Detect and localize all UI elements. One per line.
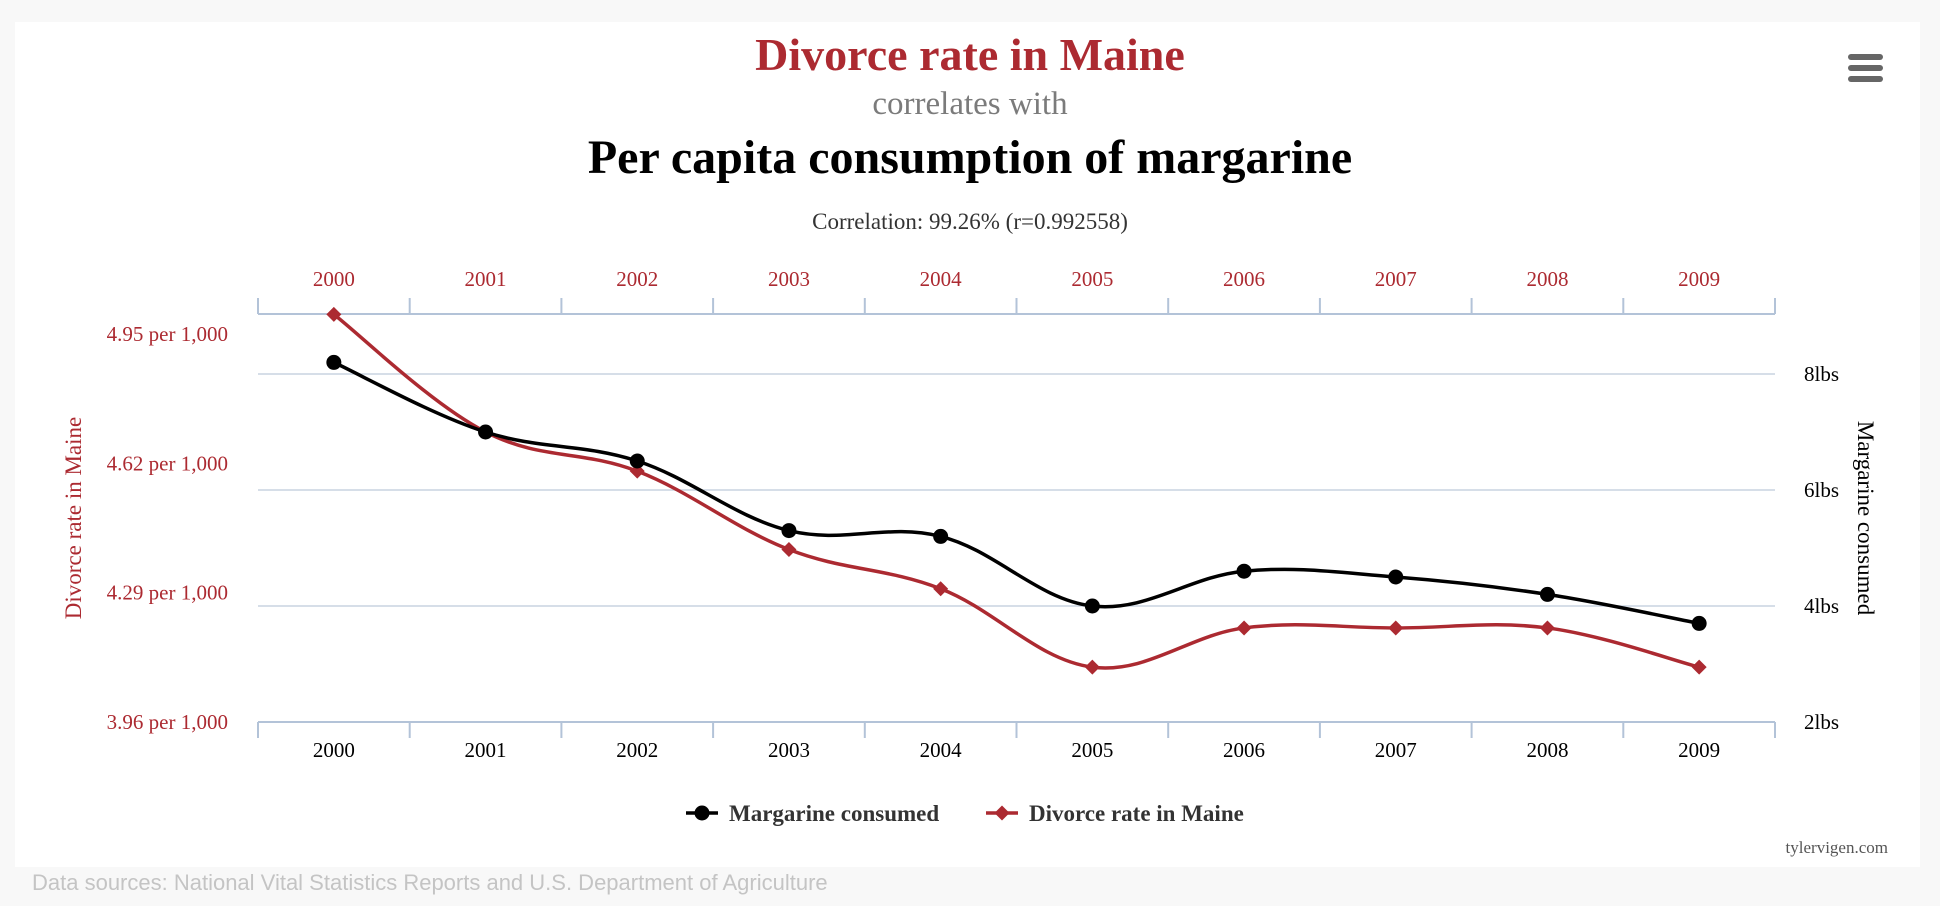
x-tick-label: 2002	[616, 738, 658, 762]
data-point-divorce	[1539, 620, 1555, 636]
data-point-margarine	[326, 354, 342, 370]
credit-text[interactable]: tylervigen.com	[1785, 838, 1888, 857]
x-top-tick-label: 2006	[1223, 267, 1265, 291]
chart-title-connector: correlates with	[872, 86, 1068, 122]
x-top-tick-label: 2004	[920, 267, 963, 291]
data-point-margarine	[1084, 598, 1100, 614]
x-top-tick-label: 2009	[1678, 267, 1720, 291]
x-top-tick-label: 2007	[1375, 267, 1417, 291]
y-left-tick-label: 3.96 per 1,000	[107, 710, 228, 734]
x-tick-label: 2000	[313, 738, 355, 762]
data-point-margarine	[781, 523, 797, 539]
legend-marker-margarine	[694, 805, 710, 821]
hamburger-menu-icon[interactable]	[1844, 50, 1888, 86]
y-right-tick-label: 8lbs	[1804, 362, 1839, 386]
data-point-margarine	[478, 424, 494, 440]
x-top-tick-label: 2005	[1071, 267, 1113, 291]
data-point-margarine	[1691, 615, 1707, 631]
x-top-tick-label: 2008	[1526, 267, 1568, 291]
y-left-axis-title: Divorce rate in Maine	[61, 417, 86, 619]
x-tick-label: 2001	[465, 738, 507, 762]
x-tick-label: 2004	[920, 738, 963, 762]
data-point-divorce	[1084, 659, 1100, 675]
x-top-tick-label: 2003	[768, 267, 810, 291]
data-point-margarine	[629, 453, 645, 469]
y-right-tick-label: 2lbs	[1804, 710, 1839, 734]
data-point-margarine	[1539, 586, 1555, 602]
y-right-tick-label: 4lbs	[1804, 594, 1839, 618]
x-tick-label: 2003	[768, 738, 810, 762]
x-tick-label: 2005	[1071, 738, 1113, 762]
data-point-divorce	[1388, 620, 1404, 636]
data-point-divorce	[326, 306, 342, 322]
data-point-divorce	[1236, 620, 1252, 636]
data-point-margarine	[1236, 563, 1252, 579]
x-tick-label: 2007	[1375, 738, 1417, 762]
x-top-tick-label: 2001	[465, 267, 507, 291]
legend-label-margarine[interactable]: Margarine consumed	[729, 801, 939, 826]
legend-marker-divorce	[994, 805, 1010, 821]
series-line-margarine	[333, 360, 1700, 626]
chart-card	[15, 22, 1920, 867]
series-line-divorce	[332, 313, 1700, 670]
data-point-divorce	[1691, 659, 1707, 675]
x-top-tick-label: 2002	[616, 267, 658, 291]
data-point-divorce	[781, 542, 797, 558]
y-right-tick-label: 6lbs	[1804, 478, 1839, 502]
x-tick-label: 2008	[1526, 738, 1568, 762]
data-sources-text: Data sources: National Vital Statistics …	[32, 870, 828, 895]
x-tick-label: 2006	[1223, 738, 1265, 762]
y-right-axis-title: Margarine consumed	[1853, 421, 1878, 616]
data-point-margarine	[1388, 569, 1404, 585]
correlation-text: Correlation: 99.26% (r=0.992558)	[812, 209, 1128, 234]
chart-title-margarine: Per capita consumption of margarine	[587, 131, 1353, 184]
y-left-tick-label: 4.95 per 1,000	[107, 322, 228, 346]
y-left-tick-label: 4.29 per 1,000	[107, 581, 228, 605]
data-point-margarine	[933, 528, 949, 544]
chart-title-divorce: Divorce rate in Maine	[755, 29, 1185, 80]
legend-label-divorce[interactable]: Divorce rate in Maine	[1029, 801, 1244, 826]
y-left-tick-label: 4.62 per 1,000	[107, 451, 228, 475]
x-tick-label: 2009	[1678, 738, 1720, 762]
x-top-tick-label: 2000	[313, 267, 355, 291]
data-point-divorce	[933, 581, 949, 597]
